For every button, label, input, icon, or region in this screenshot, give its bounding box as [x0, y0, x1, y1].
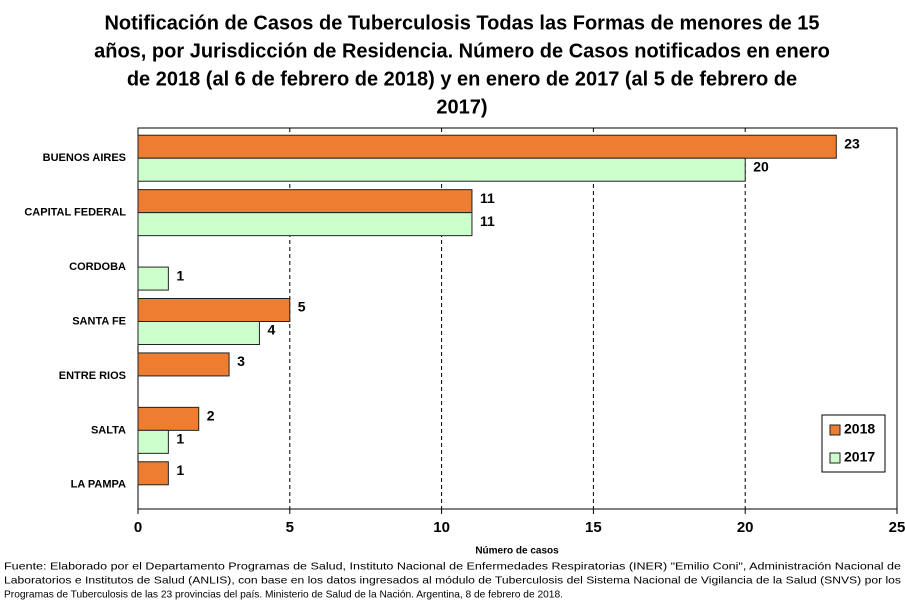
footnote: Laboratorios e Institutos de Salud (ANLI…	[4, 576, 901, 587]
chart-title: 2017)	[436, 96, 487, 118]
bar	[137, 461, 169, 486]
data-label: 1	[176, 267, 184, 283]
footnote: Fuente: Elaborado por el Departamento Pr…	[4, 562, 901, 573]
x-tick-label: 25	[889, 519, 905, 536]
y-tick-label: BUENOS AIRES	[43, 152, 126, 164]
data-label: 5	[298, 299, 306, 315]
bar	[137, 189, 473, 214]
data-label: 3	[237, 353, 245, 369]
bar	[137, 266, 169, 291]
legend-label: 2017	[844, 449, 875, 465]
x-tick-label: 10	[433, 519, 450, 536]
y-tick-label: LA PAMPA	[71, 479, 126, 491]
data-label: 1	[176, 462, 184, 478]
footnote: Programas de Tuberculosis de las 23 prov…	[4, 590, 563, 601]
x-tick-label: 0	[134, 519, 142, 536]
bar	[137, 406, 200, 431]
data-label: 11	[480, 190, 495, 206]
x-tick-label: 20	[737, 519, 754, 536]
y-tick-label: SALTA	[91, 424, 126, 436]
x-tick-label: 15	[585, 519, 602, 536]
legend-label: 2018	[844, 421, 875, 437]
data-label: 4	[267, 322, 275, 338]
bar	[137, 298, 291, 322]
chart-title: de 2018 (al 6 de febrero de 2018) y en e…	[127, 68, 797, 90]
x-tick-label: 5	[286, 519, 294, 536]
y-tick-label: CORDOBA	[69, 261, 126, 273]
data-label: 11	[480, 213, 495, 229]
bar	[137, 157, 746, 182]
x-axis-label: Número de casos	[475, 546, 559, 557]
bar	[137, 134, 837, 159]
chart-title: años, por Jurisdicción de Residencia. Nú…	[94, 40, 830, 62]
chart-title: Notificación de Casos de Tuberculosis To…	[104, 12, 819, 34]
data-label: 20	[753, 158, 769, 174]
data-label: 1	[176, 431, 184, 447]
data-label: 23	[844, 135, 860, 151]
bar	[137, 212, 473, 237]
y-tick-label: SANTA FE	[72, 315, 126, 327]
bar	[137, 321, 260, 345]
legend-swatch	[829, 452, 841, 464]
bar	[137, 352, 230, 377]
bar	[137, 429, 169, 454]
legend-swatch	[829, 424, 841, 436]
y-tick-label: ENTRE RIOS	[59, 370, 126, 382]
data-label: 2	[207, 408, 215, 424]
y-tick-label: CAPITAL FEDERAL	[24, 207, 126, 219]
